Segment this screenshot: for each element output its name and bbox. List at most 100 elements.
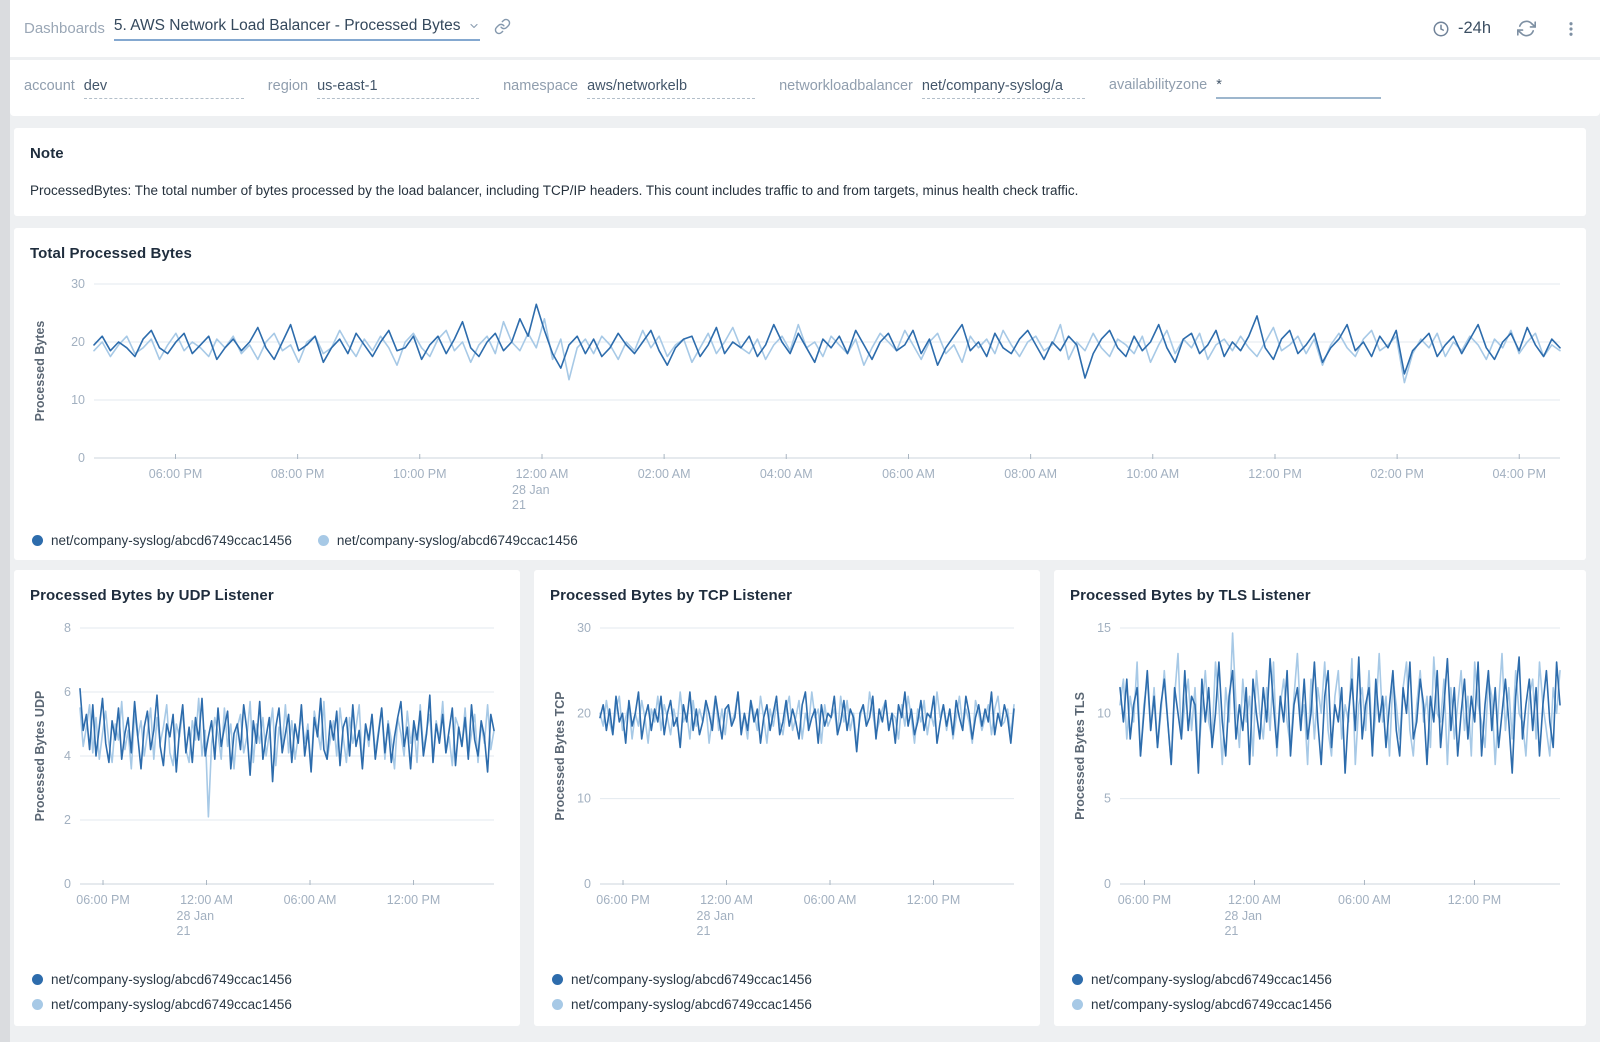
legend-item[interactable]: net/company-syslog/abcd6749ccac1456 [1072,972,1332,987]
legend-item[interactable]: net/company-syslog/abcd6749ccac1456 [1072,997,1332,1012]
svg-text:12:00 AM: 12:00 AM [516,467,569,481]
legend-item[interactable]: net/company-syslog/abcd6749ccac1456 [552,997,812,1012]
svg-text:06:00 AM: 06:00 AM [882,467,935,481]
svg-text:04:00 AM: 04:00 AM [760,467,813,481]
tls-listener-panel: Processed Bytes by TLS Listener 051015Pr… [1054,570,1586,1026]
svg-text:12:00 AM: 12:00 AM [700,893,753,907]
legend-item[interactable]: net/company-syslog/abcd6749ccac1456 [32,533,292,548]
legend-item[interactable]: net/company-syslog/abcd6749ccac1456 [32,972,292,987]
kebab-menu-icon[interactable] [1562,20,1580,38]
chart-legend: net/company-syslog/abcd6749ccac1456 net/c… [32,533,578,548]
chart-title: Total Processed Bytes [14,228,1586,262]
filter-label: account [24,78,75,94]
chart-legend: net/company-syslog/abcd6749ccac1456 net/c… [1072,972,1332,1012]
chevron-down-icon [468,20,480,32]
svg-text:4: 4 [64,749,71,763]
dashboard-title-dropdown[interactable]: 5. AWS Network Load Balancer - Processed… [114,17,480,41]
tls-listener-chart[interactable]: 051015Processed Bytes TLS06:00 PM12:00 A… [1070,614,1570,946]
legend-series-name: net/company-syslog/abcd6749ccac1456 [571,972,812,987]
svg-text:Processed Bytes: Processed Bytes [33,321,47,422]
chart-title: Processed Bytes by TCP Listener [534,570,1040,604]
legend-series-name: net/company-syslog/abcd6749ccac1456 [1091,972,1332,987]
filter-field-networkloadbalancer: networkloadbalancer net/company-syslog/a [779,78,1085,99]
svg-text:21: 21 [512,498,526,512]
svg-text:30: 30 [577,621,591,635]
svg-text:15: 15 [1097,621,1111,635]
refresh-icon[interactable] [1517,19,1536,38]
filter-field-namespace: namespace aws/networkelb [503,78,755,99]
filter-value-namespace[interactable]: aws/networkelb [587,78,755,99]
svg-text:12:00 PM: 12:00 PM [1448,893,1502,907]
svg-text:10: 10 [1097,706,1111,720]
top-bar: Dashboards 5. AWS Network Load Balancer … [10,0,1600,57]
legend-series-name: net/company-syslog/abcd6749ccac1456 [571,997,812,1012]
svg-text:12:00 AM: 12:00 AM [1228,893,1281,907]
filter-value-availabilityzone[interactable]: * [1216,77,1381,99]
svg-text:20: 20 [577,706,591,720]
svg-text:21: 21 [177,924,191,938]
svg-text:28 Jan: 28 Jan [177,909,215,923]
time-range-selector[interactable]: -24h [1432,19,1491,38]
left-edge-strip [0,0,10,1042]
legend-item[interactable]: net/company-syslog/abcd6749ccac1456 [32,997,292,1012]
legend-series-name: net/company-syslog/abcd6749ccac1456 [1091,997,1332,1012]
legend-series-dot [318,535,329,546]
svg-text:Processed Bytes UDP: Processed Bytes UDP [33,691,47,822]
svg-text:Processed Bytes TLS: Processed Bytes TLS [1073,692,1087,820]
svg-text:6: 6 [64,685,71,699]
total-processed-bytes-panel: Total Processed Bytes 0102030Processed B… [14,228,1586,560]
svg-text:8: 8 [64,621,71,635]
svg-text:10: 10 [71,393,85,407]
filter-label: networkloadbalancer [779,78,913,94]
filter-field-availabilityzone: availabilityzone * [1109,77,1381,99]
filter-value-networkloadbalancer[interactable]: net/company-syslog/a [922,78,1085,99]
tcp-listener-chart[interactable]: 0102030Processed Bytes TCP06:00 PM12:00 … [550,614,1024,946]
breadcrumb[interactable]: Dashboards [24,20,105,37]
legend-series-dot [32,974,43,985]
svg-text:12:00 PM: 12:00 PM [907,893,961,907]
svg-text:30: 30 [71,277,85,291]
clock-icon [1432,20,1450,38]
svg-text:5: 5 [1104,792,1111,806]
legend-item[interactable]: net/company-syslog/abcd6749ccac1456 [552,972,812,987]
link-icon[interactable] [494,18,511,35]
svg-text:02:00 AM: 02:00 AM [638,467,691,481]
udp-listener-chart[interactable]: 02468Processed Bytes UDP06:00 PM12:00 AM… [30,614,504,946]
svg-text:04:00 PM: 04:00 PM [1492,467,1546,481]
filter-label: availabilityzone [1109,77,1207,93]
filter-bar: account dev region us-east-1 namespace aws/ne… [10,60,1600,116]
chart-legend: net/company-syslog/abcd6749ccac1456 net/c… [552,972,812,1012]
svg-text:02:00 PM: 02:00 PM [1370,467,1424,481]
svg-text:10:00 AM: 10:00 AM [1126,467,1179,481]
chart-title: Processed Bytes by UDP Listener [14,570,520,604]
filter-value-region[interactable]: us-east-1 [317,78,479,99]
note-title: Note [14,128,1586,162]
filter-field-region: region us-east-1 [268,78,479,99]
svg-text:10:00 PM: 10:00 PM [393,467,447,481]
svg-text:0: 0 [78,451,85,465]
svg-text:10: 10 [577,792,591,806]
svg-text:0: 0 [584,877,591,891]
svg-text:28 Jan: 28 Jan [1224,909,1262,923]
filter-label: namespace [503,78,578,94]
legend-series-dot [32,535,43,546]
chart-legend: net/company-syslog/abcd6749ccac1456 net/c… [32,972,292,1012]
filter-field-account: account dev [24,78,244,99]
svg-text:06:00 PM: 06:00 PM [149,467,203,481]
svg-text:12:00 AM: 12:00 AM [180,893,233,907]
svg-text:Processed Bytes TCP: Processed Bytes TCP [553,691,567,820]
svg-text:08:00 AM: 08:00 AM [1004,467,1057,481]
filter-label: region [268,78,308,94]
legend-series-dot [32,999,43,1010]
filter-value-account[interactable]: dev [84,78,244,99]
svg-text:28 Jan: 28 Jan [697,909,735,923]
total-processed-bytes-chart[interactable]: 0102030Processed Bytes06:00 PM08:00 PM10… [30,270,1570,520]
legend-series-name: net/company-syslog/abcd6749ccac1456 [51,972,292,987]
tcp-listener-panel: Processed Bytes by TCP Listener 0 10 20 30 P… [534,570,1040,1026]
legend-series-name: net/company-syslog/abcd6749ccac1456 [51,997,292,1012]
legend-item[interactable]: net/company-syslog/abcd6749ccac1456 [318,533,578,548]
note-body: ProcessedBytes: The total number of byte… [14,162,1586,198]
time-range-value: -24h [1458,19,1491,38]
legend-series-name: net/company-syslog/abcd6749ccac1456 [337,533,578,548]
svg-text:06:00 AM: 06:00 AM [284,893,337,907]
